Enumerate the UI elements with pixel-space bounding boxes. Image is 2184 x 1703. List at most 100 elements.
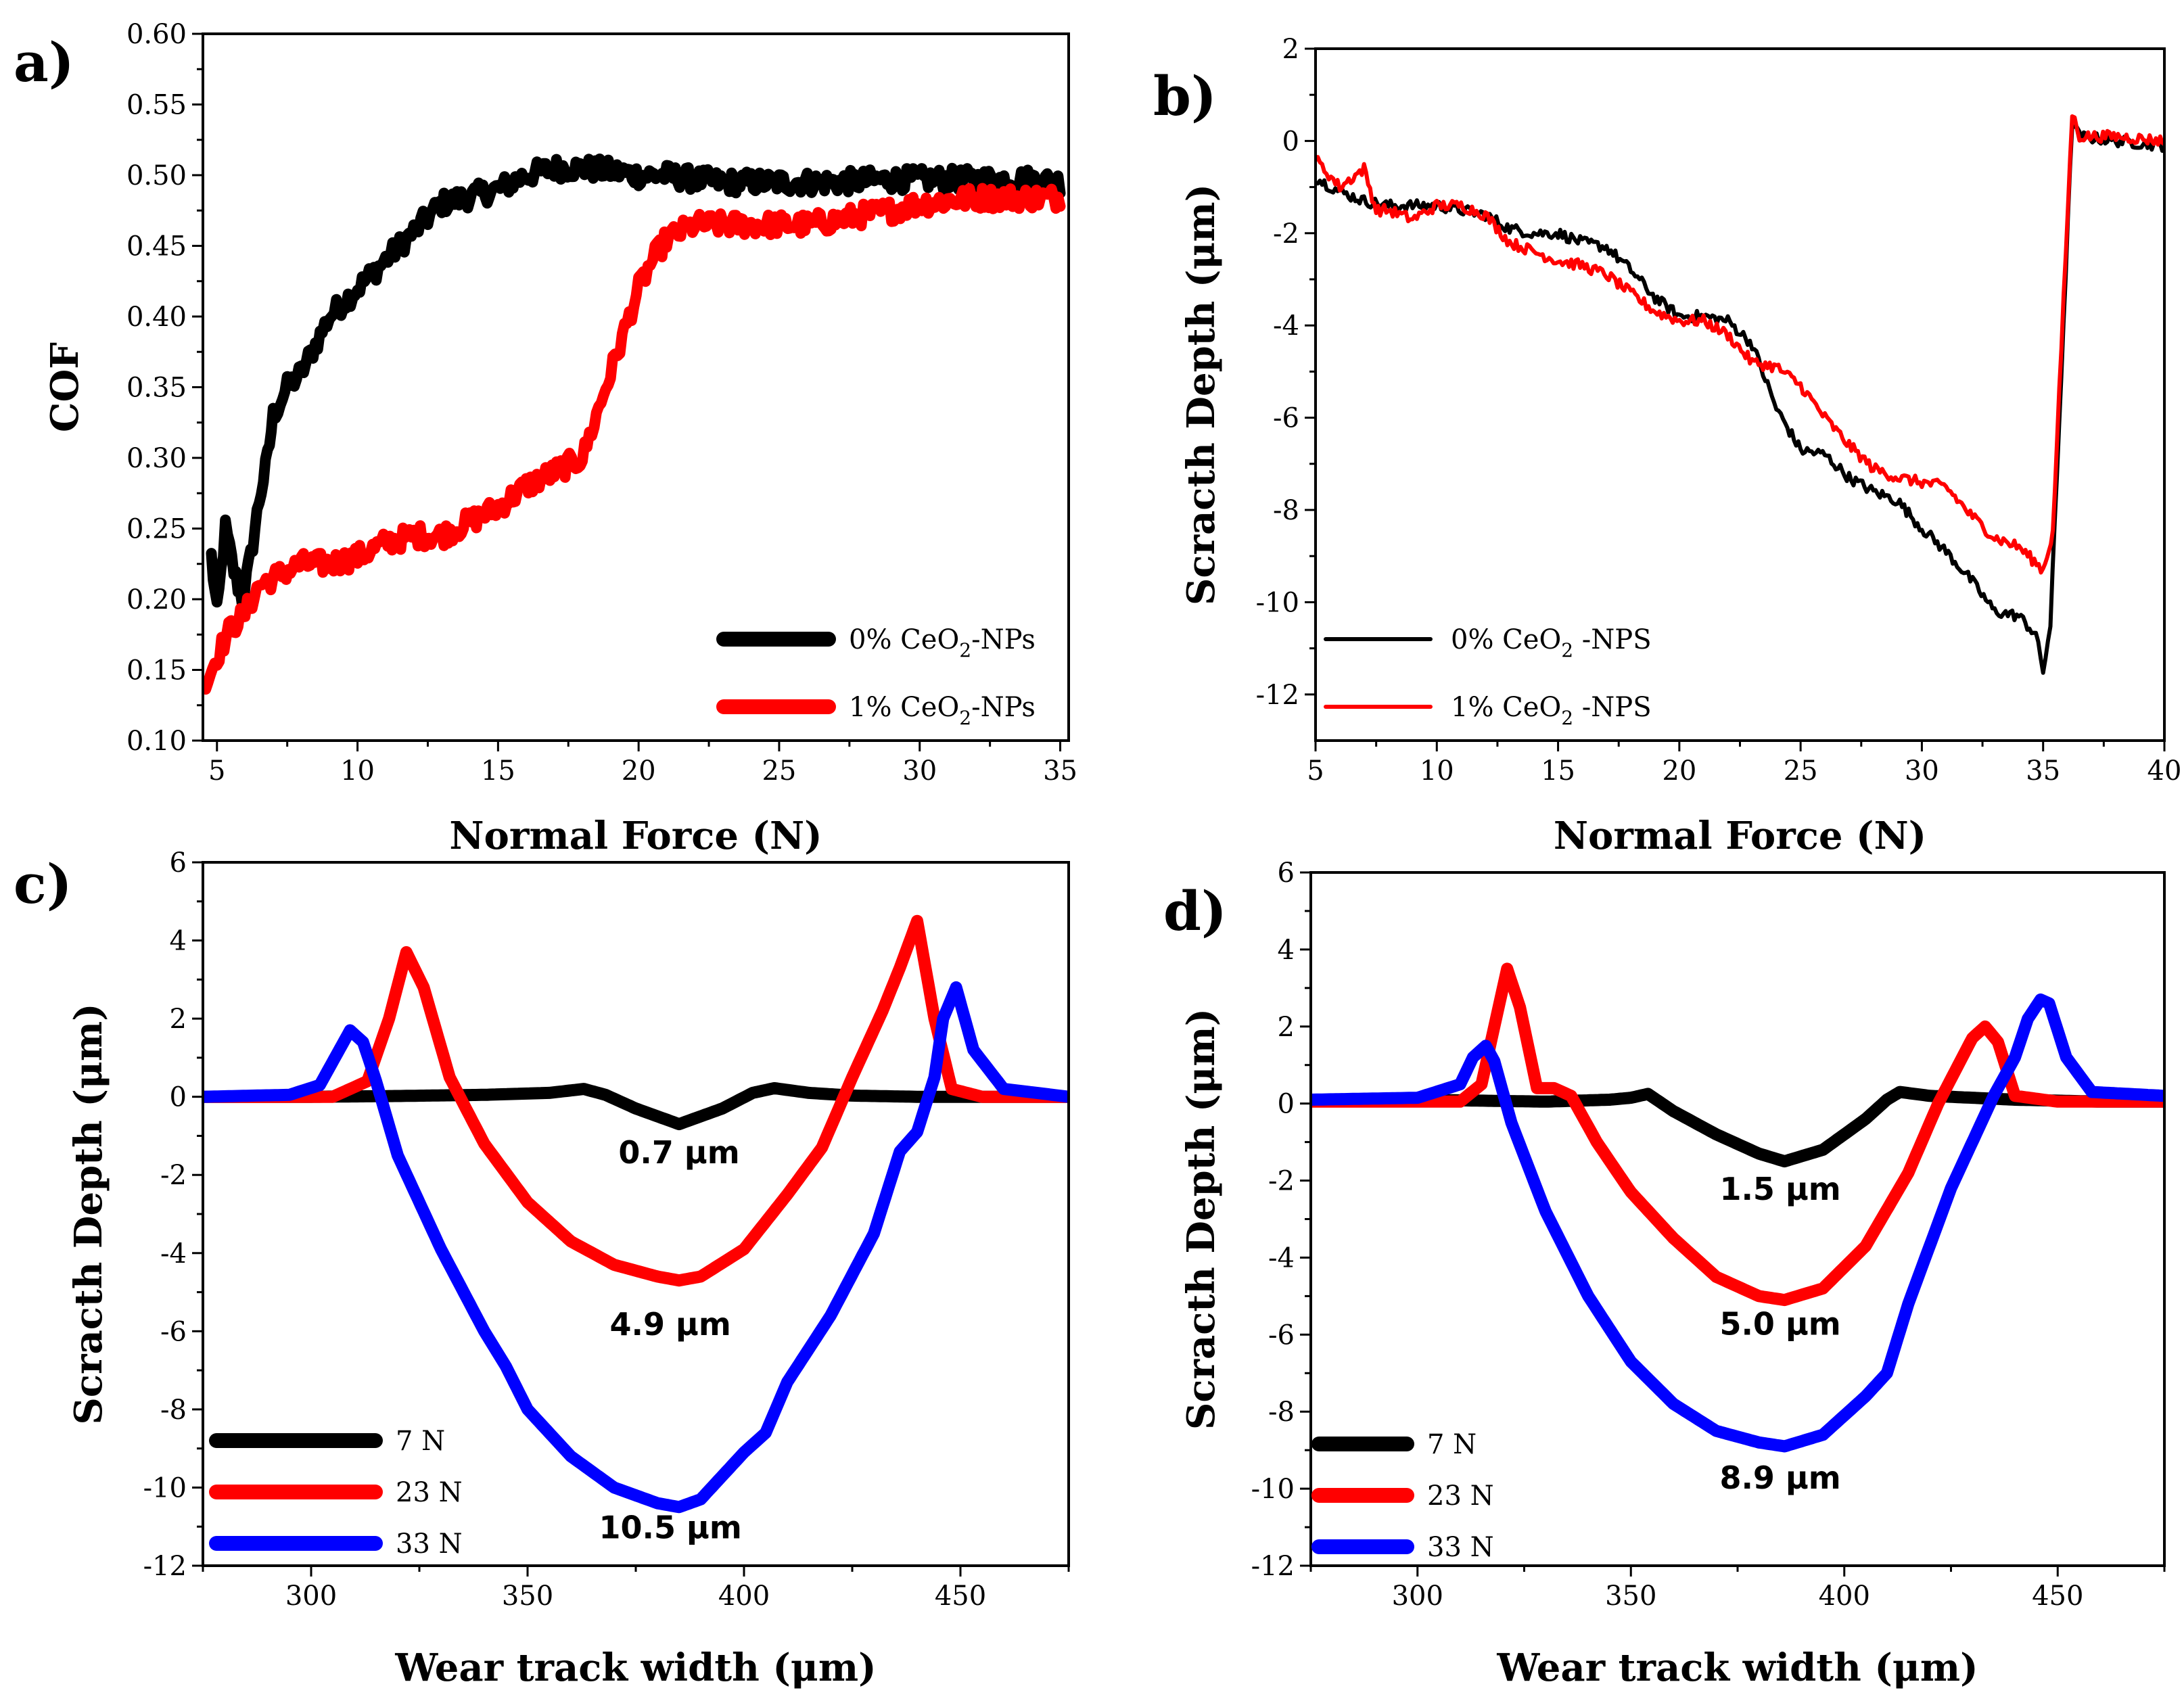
depth-annotation: 4.9 μm	[610, 1306, 731, 1343]
x-tick-label: 35	[1043, 755, 1077, 787]
panel-label: a)	[14, 30, 74, 94]
legend-label: 0% CeO2 -NPS	[1451, 624, 1652, 661]
x-tick-label: 35	[2026, 755, 2060, 787]
x-tick-label: 350	[502, 1581, 553, 1612]
x-tick-label: 400	[1819, 1581, 1870, 1612]
depth-annotation: 1.5 μm	[1719, 1171, 1840, 1207]
y-tick-label: -2	[1273, 218, 1299, 250]
x-axis-title: Wear track width (μm)	[394, 1646, 876, 1690]
y-tick-label: -10	[1251, 1474, 1295, 1505]
y-tick-label: 2	[170, 1004, 187, 1035]
series-line-1-ceo2-nps	[1316, 114, 2164, 575]
panel-label: b)	[1153, 64, 1217, 128]
y-axis-title: Scracth Depth (μm)	[1179, 184, 1224, 605]
y-tick-label: 0.45	[126, 231, 187, 262]
y-tick-label: -6	[1268, 1320, 1295, 1351]
x-tick-label: 25	[1784, 755, 1818, 787]
y-axis-title: COF	[43, 342, 87, 432]
x-tick-label: 450	[935, 1581, 986, 1612]
x-tick-label: 450	[2032, 1581, 2083, 1612]
legend-label: 33 N	[1427, 1532, 1494, 1563]
x-tick-label: 30	[1905, 755, 1939, 787]
depth-annotation: 5.0 μm	[1719, 1305, 1840, 1342]
y-tick-label: 0	[1282, 126, 1299, 157]
y-tick-label: 0	[1278, 1089, 1295, 1120]
chart-panel-c: 300 350 400 450 -12 -10 -8 -6 -4 -2 0 2 4 6 Wear track…	[14, 847, 1070, 1690]
x-axis-title: Wear track width (μm)	[1496, 1646, 1978, 1690]
series-line-0-ceo2-nps	[206, 154, 1066, 611]
y-tick-label: -8	[1273, 495, 1299, 526]
legend-label: 1% CeO2-NPs	[849, 692, 1036, 729]
y-axis-title: Scracth Depth (μm)	[1179, 1008, 1224, 1430]
y-tick-label: 2	[1278, 1012, 1295, 1043]
depth-annotation: 10.5 μm	[599, 1510, 742, 1546]
legend-label: 23 N	[396, 1477, 463, 1508]
legend-label: 1% CeO2 -NPS	[1451, 692, 1652, 729]
x-tick-label: 15	[481, 755, 515, 787]
y-tick-label: 4	[170, 926, 187, 957]
y-tick-label: 0.60	[126, 19, 187, 50]
plot-frame	[202, 861, 1070, 1567]
chart-panel-a: 5 10 15 20 25 30 35 0.10 0.15 0.20 0.25 0.30 0.35 0.4…	[14, 19, 1077, 858]
x-tick-label: 25	[762, 755, 796, 787]
x-tick-label: 20	[1662, 755, 1696, 787]
x-tick-label: 15	[1541, 755, 1575, 787]
y-tick-label: -8	[160, 1395, 187, 1426]
y-tick-label: -12	[1251, 1551, 1295, 1582]
y-tick-label: 0.10	[126, 726, 187, 757]
y-tick-label: -12	[1256, 680, 1299, 711]
y-tick-label: 0.30	[126, 443, 187, 474]
series-line-23-n	[1311, 962, 2164, 1307]
y-tick-label: 6	[1278, 858, 1295, 889]
x-tick-label: 5	[208, 755, 225, 787]
x-tick-label: 10	[1420, 755, 1454, 787]
y-tick-label: 0.50	[126, 160, 187, 191]
x-tick-label: 300	[1392, 1581, 1443, 1612]
legend: 7 N 23 N 33 N	[1311, 1429, 1494, 1563]
series-line-33-n	[203, 981, 1069, 1514]
x-tick-label: 10	[340, 755, 375, 787]
series-line-1-ceo2-nps	[203, 183, 1066, 695]
y-tick-label: -2	[160, 1160, 187, 1191]
x-axis-title: Normal Force (N)	[1554, 814, 1926, 858]
x-tick-label: 350	[1605, 1581, 1656, 1612]
x-tick-label: 30	[902, 755, 937, 787]
y-tick-label: 0	[170, 1082, 187, 1113]
y-tick-label: 4	[1278, 935, 1295, 966]
y-tick-label: -4	[160, 1238, 187, 1269]
x-tick-label: 20	[622, 755, 656, 787]
y-tick-label: 6	[170, 847, 187, 879]
legend-label: 7 N	[1427, 1429, 1477, 1460]
panel-label: d)	[1163, 879, 1227, 943]
y-tick-label: 0.35	[126, 373, 187, 404]
x-axis-title: Normal Force (N)	[449, 814, 822, 858]
y-tick-label: -4	[1268, 1242, 1295, 1274]
y-tick-label: 2	[1282, 34, 1299, 65]
x-tick-label: 40	[2147, 755, 2182, 787]
y-tick-label: -12	[143, 1551, 187, 1582]
y-tick-label: 0.40	[126, 302, 187, 333]
y-tick-label: -6	[160, 1316, 187, 1347]
legend-label: 33 N	[396, 1529, 463, 1560]
y-tick-label: -10	[143, 1472, 187, 1503]
x-tick-label: 400	[718, 1581, 770, 1612]
legend: 0% CeO2-NPs 1% CeO2-NPs	[716, 624, 1036, 729]
legend-label: 23 N	[1427, 1480, 1494, 1512]
depth-annotation: 8.9 μm	[1719, 1460, 1840, 1496]
y-tick-label: -6	[1273, 403, 1299, 434]
y-axis-title: Scracth Depth (μm)	[66, 1003, 111, 1424]
legend-label: 7 N	[396, 1426, 445, 1457]
panel-label: c)	[14, 852, 72, 916]
y-tick-label: 0.25	[126, 514, 187, 545]
y-tick-label: -2	[1268, 1166, 1295, 1197]
series-line-33-n	[1311, 993, 2164, 1453]
y-tick-label: 0.15	[126, 655, 187, 686]
series-line-23-n	[203, 914, 1069, 1287]
y-tick-label: 0.20	[126, 584, 187, 615]
depth-annotation: 0.7 μm	[618, 1134, 739, 1171]
y-tick-label: -10	[1256, 587, 1299, 618]
x-tick-label: 300	[285, 1581, 337, 1612]
chart-panel-b: 5 10 15 20 25 30 35 40 -12 -10 -8 -6 -4 -2 0 2 Normal Fo…	[1153, 34, 2181, 858]
chart-panel-d: 300 350 400 450 -12 -10 -8 -6 -4 -2 0 2 4 6 Wear track…	[1163, 858, 2166, 1690]
